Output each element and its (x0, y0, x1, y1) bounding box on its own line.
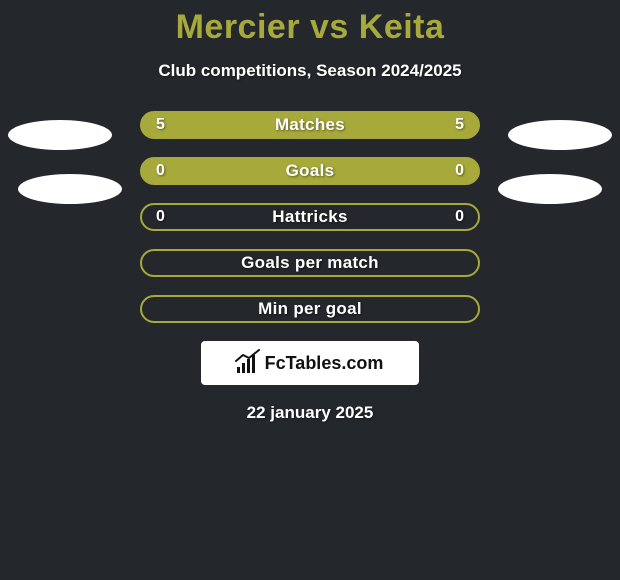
logo-box: FcTables.com (201, 341, 419, 385)
stat-row: Goals per match (140, 249, 480, 277)
player-left-avatar-2 (18, 174, 122, 204)
stat-row-left-value: 0 (156, 162, 165, 180)
stat-row-left-value: 5 (156, 116, 165, 134)
date-label: 22 january 2025 (0, 403, 620, 423)
stat-row: Min per goal (140, 295, 480, 323)
stat-row: Hattricks 0 0 (140, 203, 480, 231)
player-right-avatar-1 (508, 120, 612, 150)
page-title: Mercier vs Keita (0, 0, 620, 47)
stat-row-label: Hattricks (272, 207, 347, 227)
logo-text: FcTables.com (265, 353, 384, 374)
subtitle: Club competitions, Season 2024/2025 (0, 61, 620, 81)
stat-row-label: Goals per match (241, 253, 379, 273)
stat-row-left-value: 0 (156, 208, 165, 226)
stat-row-right-value: 5 (455, 116, 464, 134)
logo-bars-icon (237, 353, 261, 373)
stat-row: Matches 5 5 (140, 111, 480, 139)
stat-row-label: Goals (286, 161, 335, 181)
player-right-avatar-2 (498, 174, 602, 204)
stat-row: Goals 0 0 (140, 157, 480, 185)
stat-row-label: Matches (275, 115, 345, 135)
stat-row-right-value: 0 (455, 162, 464, 180)
stat-row-label: Min per goal (258, 299, 362, 319)
player-left-avatar-1 (8, 120, 112, 150)
stat-row-right-value: 0 (455, 208, 464, 226)
